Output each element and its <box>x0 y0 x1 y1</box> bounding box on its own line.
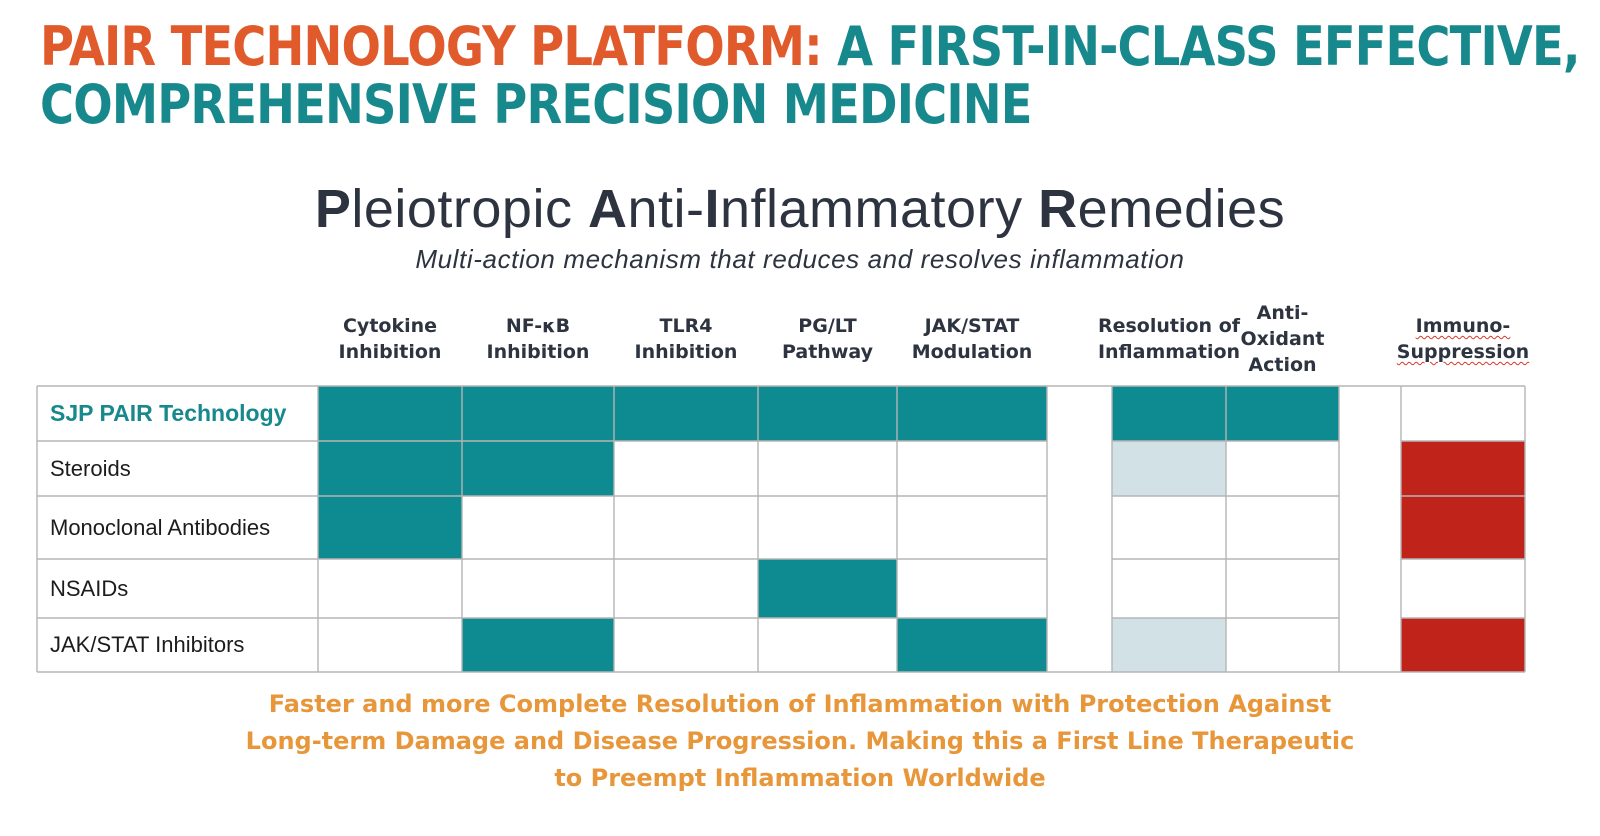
title-teal-line1: A FIRST-IN-CLASS EFFECTIVE, <box>821 15 1580 78</box>
subtitle-letter-p: P <box>314 179 352 239</box>
subtitle-letter-r: R <box>1038 179 1078 239</box>
matrix-cell-r1-c2-white <box>614 441 758 496</box>
row-label-4: JAK/STAT Inhibitors <box>50 632 245 657</box>
column-header-2: TLR4 Inhibition <box>594 292 778 386</box>
matrix-cell-r1-c6-white <box>1226 441 1339 496</box>
matrix-cell-r3-c3-teal <box>758 559 897 618</box>
tagline: Multi-action mechanism that reduces and … <box>415 244 1185 274</box>
subtitle-word-2: nti- <box>627 179 705 239</box>
matrix-cell-r0-c5-teal <box>1112 386 1226 441</box>
matrix-cell-r4-c6-white <box>1226 618 1339 672</box>
subtitle-letter-i: I <box>704 179 720 239</box>
matrix-cell-r3-c7-white <box>1401 559 1525 618</box>
column-header-label: PG/LT Pathway <box>781 315 874 363</box>
column-header-6: Anti- Oxidant Action <box>1206 292 1359 386</box>
subtitle-word-3: nflammatory <box>719 179 1039 239</box>
subtitle-word-4: emedies <box>1077 179 1286 239</box>
subtitle-letter-a: A <box>587 179 628 239</box>
column-header-label: Cytokine Inhibition <box>338 315 442 363</box>
column-header-0: Cytokine Inhibition <box>298 292 482 386</box>
title-orange: PAIR TECHNOLOGY PLATFORM: <box>40 15 823 78</box>
matrix-cell-r1-c0-teal <box>318 441 462 496</box>
matrix-cell-r2-c2-white <box>614 496 758 559</box>
matrix-cell-r4-c0-white <box>318 618 462 672</box>
matrix-cell-r1-c1-teal <box>462 441 614 496</box>
row-label-1: Steroids <box>50 455 131 481</box>
matrix-cell-r2-c6-white <box>1226 496 1339 559</box>
column-header-1: NF-κB Inhibition <box>442 292 634 386</box>
column-header-5: Resolution of Inflammation <box>1092 292 1246 386</box>
column-header-3: PG/LT Pathway <box>738 292 917 386</box>
column-header-label: Immuno- Suppression <box>1396 315 1530 363</box>
matrix-cell-r3-c5-white <box>1112 559 1226 618</box>
column-header-label: Resolution of Inflammation <box>1097 315 1241 363</box>
matrix-cell-r2-c7-red <box>1401 496 1525 559</box>
matrix-cell-r2-c4-white <box>897 496 1047 559</box>
matrix-cell-r3-c0-white <box>318 559 462 618</box>
matrix-cell-r4-c5-light <box>1112 618 1226 672</box>
matrix-cell-r1-c3-white <box>758 441 897 496</box>
matrix-cell-r4-c2-white <box>614 618 758 672</box>
slide-title: PAIR TECHNOLOGY PLATFORM: A FIRST-IN-CLA… <box>40 15 1580 136</box>
matrix-cell-r2-c0-teal <box>318 496 462 559</box>
matrix-cell-r1-c4-white <box>897 441 1047 496</box>
matrix-cell-r2-c5-white <box>1112 496 1226 559</box>
column-header-label: Anti- Oxidant Action <box>1240 302 1325 376</box>
matrix-cell-r3-c1-white <box>462 559 614 618</box>
matrix-cell-r0-c0-teal <box>318 386 462 441</box>
matrix-cell-r2-c1-white <box>462 496 614 559</box>
footer-line-3: to Preempt Inflammation Worldwide <box>554 764 1046 792</box>
column-header-4: JAK/STAT Modulation <box>877 292 1067 386</box>
column-header-7: Immuno- Suppression <box>1381 292 1545 386</box>
matrix-cell-r0-c4-teal <box>897 386 1047 441</box>
matrix-cell-r0-c2-teal <box>614 386 758 441</box>
matrix-cell-r0-c7-white <box>1401 386 1525 441</box>
matrix-cell-r0-c6-teal <box>1226 386 1339 441</box>
column-header-label: NF-κB Inhibition <box>486 315 590 363</box>
row-label-3: NSAIDs <box>50 575 129 601</box>
footer-line-1: Faster and more Complete Resolution of I… <box>268 690 1332 718</box>
matrix-cell-r0-c1-teal <box>462 386 614 441</box>
matrix-cell-r3-c4-white <box>897 559 1047 618</box>
column-header-label: JAK/STAT Modulation <box>911 315 1033 363</box>
column-header-label: TLR4 Inhibition <box>634 315 738 363</box>
footer-line-2: Long-term Damage and Disease Progression… <box>245 727 1355 755</box>
matrix-cell-r4-c1-teal <box>462 618 614 672</box>
title-line2: COMPREHENSIVE PRECISION MEDICINE <box>40 73 1032 136</box>
row-label-2: Monoclonal Antibodies <box>50 514 271 540</box>
subtitle-word-1: leiotropic <box>351 179 588 239</box>
row-label-0: SJP PAIR Technology <box>50 400 287 426</box>
subtitle: Pleiotropic Anti-Inflammatory Remedies <box>0 178 1600 240</box>
matrix-cell-r0-c3-teal <box>758 386 897 441</box>
matrix-cell-r3-c6-white <box>1226 559 1339 618</box>
matrix-cell-r1-c7-red <box>1401 441 1525 496</box>
matrix-cell-r3-c2-white <box>614 559 758 618</box>
matrix-cell-r1-c5-light <box>1112 441 1226 496</box>
footer-statement: Faster and more Complete Resolution of I… <box>0 686 1600 797</box>
matrix-cell-r4-c4-teal <box>897 618 1047 672</box>
matrix-cell-r4-c7-red <box>1401 618 1525 672</box>
matrix-cell-r2-c3-white <box>758 496 897 559</box>
matrix-cell-r4-c3-white <box>758 618 897 672</box>
